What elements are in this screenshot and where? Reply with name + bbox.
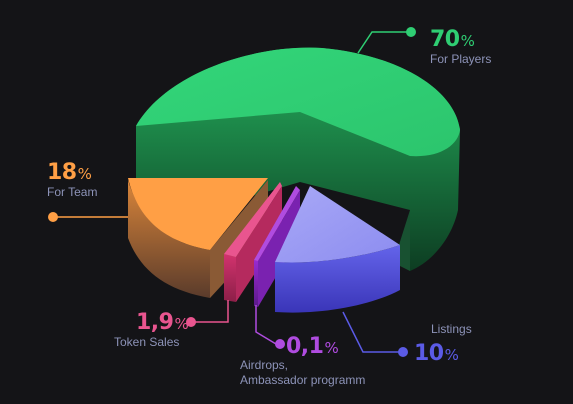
callout-airdrops-name: Airdrops, Ambassador programm: [240, 358, 366, 387]
leader-dot-for-players: [406, 27, 416, 37]
callout-for-players-value: 70%: [430, 27, 475, 52]
slice-airdrops-side: [254, 260, 258, 307]
leader-dot-listings: [398, 347, 408, 357]
slice-airdrops-top: [254, 186, 300, 261]
leader-dot-token-sales: [186, 317, 196, 327]
leader-line-for-players: [357, 31, 410, 54]
slice-for-team-top: [128, 178, 268, 250]
slice-for-players-inner-face: [398, 156, 410, 271]
leader-dot-airdrops: [275, 339, 285, 349]
leader-line-listings: [342, 311, 402, 353]
leader-line-token-sales: [192, 300, 229, 323]
callout-listings-name: Listings: [431, 322, 472, 336]
slice-for-players-top: [136, 47, 460, 157]
callout-listings: 10%: [414, 341, 459, 366]
slice-token-sales-top: [224, 182, 282, 257]
leader-dot-for-team: [48, 212, 58, 222]
callout-for-players: 70% For Players: [430, 27, 491, 67]
callout-token-sales: 1,9% Token Sales: [114, 310, 189, 350]
callout-token-sales-name: Token Sales: [114, 335, 180, 349]
callout-listings-value: 10%: [414, 341, 459, 366]
slice-for-team-side: [128, 180, 210, 298]
slice-airdrops: [254, 186, 300, 307]
slice-token-sales-inner: [236, 186, 282, 302]
slice-airdrops-inner: [258, 190, 300, 307]
callout-for-team: 18% For Team: [47, 160, 97, 200]
callout-for-team-name: For Team: [47, 185, 98, 199]
callout-for-players-name: For Players: [430, 52, 492, 66]
slice-token-sales-side: [224, 254, 236, 302]
slice-token-sales: [224, 182, 282, 302]
slice-listings-top: [275, 186, 400, 263]
slice-for-players: [136, 47, 460, 271]
slice-listings-side: [275, 245, 400, 313]
callout-for-team-value: 18%: [47, 160, 92, 185]
callout-token-sales-value: 1,9%: [136, 310, 189, 335]
callout-airdrops-value-wrap: 0,1%: [286, 334, 339, 359]
slice-listings: [275, 186, 400, 313]
callout-airdrops-value: 0,1%: [286, 334, 339, 359]
